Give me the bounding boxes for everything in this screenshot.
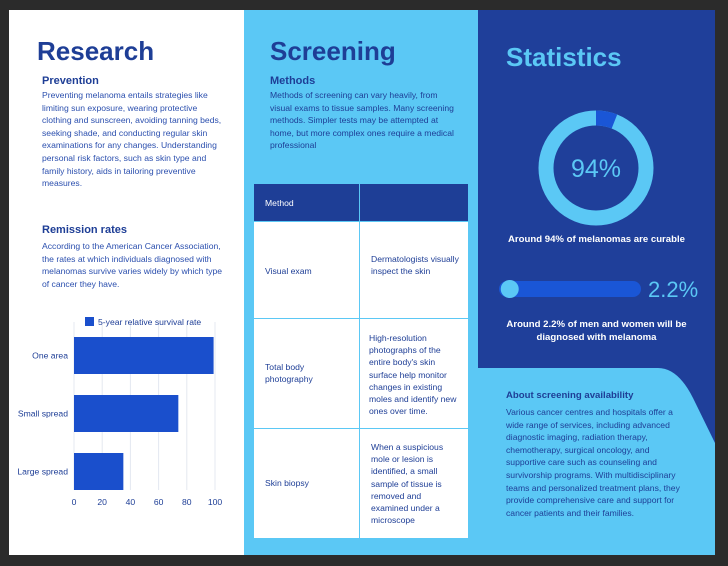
diagnosis-stat-text: Around 2.2% of men and women will be dia… (506, 319, 687, 343)
x-tick-label: 0 (72, 497, 77, 507)
diagnosis-rate-value: 2.2% (648, 277, 699, 302)
table-header-method: Method (254, 184, 359, 221)
about-panel-shape (478, 368, 715, 555)
table-row-3-method: Skin biopsy (254, 429, 359, 538)
bar-3 (74, 453, 124, 490)
statistics-title: Statistics (506, 42, 622, 72)
about-text: Various cancer centres and hospitals off… (506, 407, 680, 518)
category-label: One area (32, 351, 68, 361)
methods-heading: Methods (270, 75, 316, 87)
category-label: Small spread (18, 409, 68, 419)
diagnosis-rate-bar (497, 280, 642, 298)
screening-column: Screening Methods Methods of screening c… (244, 10, 478, 555)
legend-label: 5-year relative survival rate (98, 317, 201, 327)
legend-swatch (85, 317, 94, 326)
bar-1 (74, 337, 214, 374)
methods-text: Methods of screening can vary heavily, f… (270, 90, 454, 151)
table-row-2-description: High-resolution photographs of the entir… (360, 319, 468, 428)
x-tick-label: 100 (208, 497, 223, 507)
x-tick-label: 80 (182, 497, 192, 507)
table-row-2-method: Total body photography (254, 319, 359, 428)
bar-indicator (500, 280, 519, 298)
table-row-1-description: Dermatologists visually inspect the skin (360, 222, 468, 318)
ring-value-label: 94% (571, 155, 621, 183)
screening-title: Screening (270, 36, 396, 66)
table-row-1-method: Visual exam (254, 222, 359, 318)
category-label: Large spread (17, 467, 68, 477)
prevention-text: Preventing melanoma entails strategies l… (42, 90, 222, 189)
screening-methods-table: Method Visual exam Dermatologists visual… (254, 184, 468, 539)
prevention-heading: Prevention (42, 75, 99, 87)
curable-rate-ring: 94% (536, 108, 656, 228)
bar-track (499, 281, 641, 297)
statistics-column: Statistics 94% Around 94% of melanomas a… (478, 10, 715, 555)
table-header-description (360, 184, 468, 221)
bar-2 (74, 395, 179, 432)
research-title: Research (37, 36, 155, 66)
ring-remainder (538, 110, 654, 226)
x-tick-label: 40 (126, 497, 136, 507)
brochure-page: Research Prevention Preventing melanoma … (9, 10, 715, 555)
curable-stat-text: Around 94% of melanomas are curable (507, 234, 685, 245)
research-column: Research Prevention Preventing melanoma … (9, 10, 244, 555)
survival-rate-chart: 5-year relative survival rate One area Sma… (9, 310, 244, 510)
x-tick-label: 20 (97, 497, 107, 507)
survival-rate-chart-svg: 5-year relative survival rate One area Sma… (17, 317, 223, 507)
remission-heading: Remission rates (42, 224, 127, 236)
remission-text: According to the American Cancer Associa… (42, 241, 223, 289)
x-tick-label: 60 (154, 497, 164, 507)
table-row-3-description: When a suspicious mole or lesion is iden… (360, 429, 468, 538)
about-heading: About screening availability (506, 390, 634, 401)
